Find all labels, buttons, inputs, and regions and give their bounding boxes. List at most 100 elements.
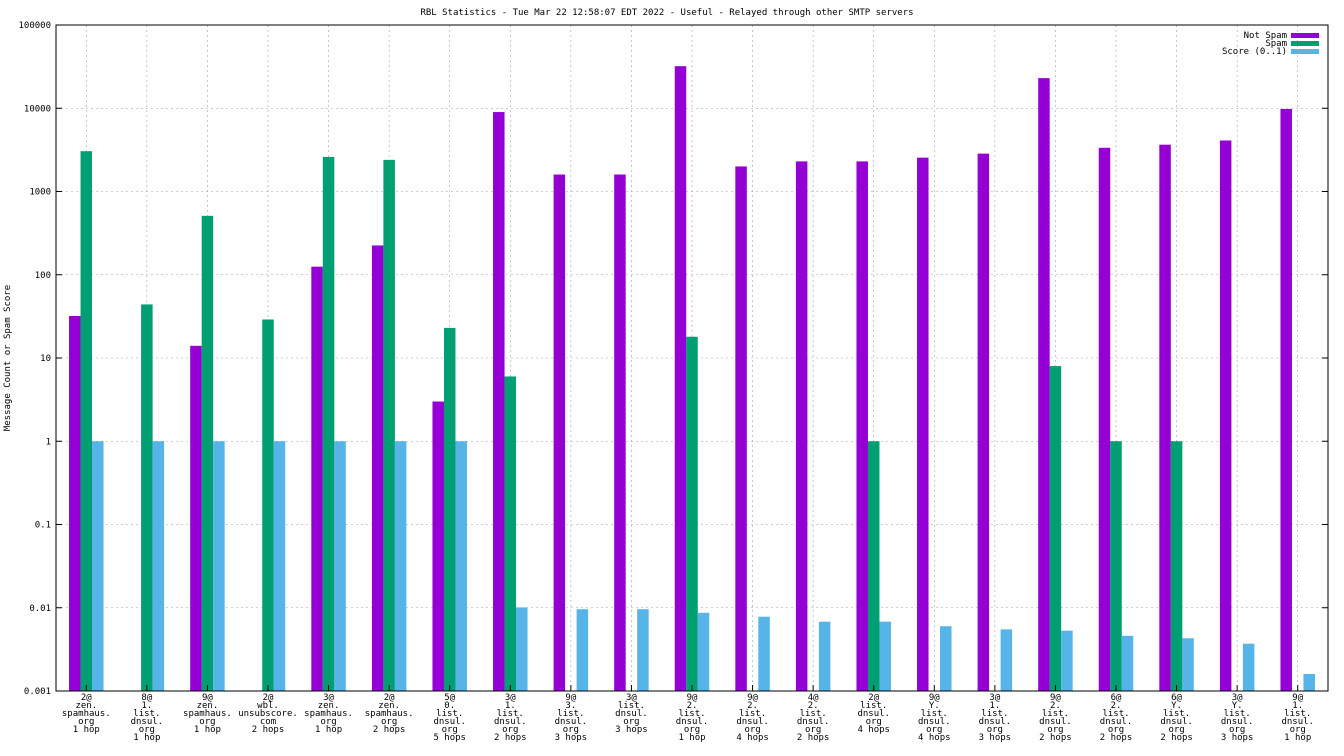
x-tick-label-line: 9@ [565, 693, 576, 703]
bar-score-0-1 [818, 621, 831, 691]
x-tick-label-line: 2 hops [252, 725, 285, 735]
x-tick-label-line: list. [557, 709, 584, 719]
x-tick-label-line: org [320, 717, 336, 727]
x-tick-label-line: list. [800, 709, 827, 719]
x-tick-label-line: org [684, 725, 700, 735]
y-tick-label: 1 [46, 437, 51, 447]
x-tick-label: 9@ Y. list. dnsul. org 4 hops [918, 693, 951, 743]
x-tick-label-line: 2@ [868, 693, 879, 703]
x-tick-label-line: 3@ [626, 693, 637, 703]
y-tick-label: 1000 [29, 188, 51, 198]
x-tick-label-line: spamhaus. [183, 709, 232, 719]
x-tick-label-line: Y. [1232, 701, 1243, 711]
bar-not-spam [553, 174, 566, 691]
x-tick-label: 2@ zen. spamhaus. org 2 hops [365, 693, 414, 735]
bar-score-0-1 [1061, 630, 1073, 691]
x-tick-label: 5@ 0. list. dnsul. org 5 hops [433, 693, 466, 743]
bar-not-spam [69, 315, 81, 691]
bar-spam [686, 336, 698, 691]
x-tick-label-line: list. [1163, 709, 1190, 719]
x-tick-label-line: 3 hops [1221, 733, 1254, 743]
x-tick-label-line: org [1229, 725, 1245, 735]
x-tick-label: 8@ 1. list. dnsul. org 1 hop [131, 693, 164, 743]
x-tick-label-line: 3@ [989, 693, 1000, 703]
bar-score-0-1 [1000, 629, 1013, 691]
bar-score-0-1 [334, 441, 346, 691]
bar-score-0-1 [1121, 635, 1134, 691]
x-tick-label-line: org [563, 725, 579, 735]
x-tick-label-line: zen. [378, 701, 400, 711]
bar-not-spam [1159, 144, 1171, 692]
bars [69, 66, 1315, 692]
bar-not-spam [917, 157, 929, 692]
x-tick-label-line: dnsul. [979, 717, 1012, 727]
y-tick-label: 10 [40, 354, 51, 364]
bar-not-spam [674, 66, 687, 691]
x-tick-label-line: dnsul. [918, 717, 951, 727]
x-tick-label-line: 2 hops [1039, 733, 1072, 743]
x-tick-label: 9@ 2. list. dnsul. org 1 hop [676, 693, 709, 743]
bar-not-spam [1280, 108, 1292, 692]
x-tick-label: 2@ zen. spamhaus. org 1 hop [62, 693, 111, 735]
x-tick-label-line: 9@ [929, 693, 940, 703]
bar-score-0-1 [455, 441, 467, 691]
x-tick-label-line: list. [678, 709, 705, 719]
x-tick-label-line: org [987, 725, 1003, 735]
bar-spam [504, 376, 517, 691]
bar-not-spam [795, 161, 808, 691]
bar-spam [1049, 366, 1062, 691]
x-tick-label-line: list. [1224, 709, 1251, 719]
x-tick-label-line: list. [618, 701, 645, 711]
x-tick-label-line: 2 hops [494, 733, 527, 743]
bar-not-spam [614, 174, 626, 691]
x-tick-label-line: 5@ [444, 693, 455, 703]
x-tick-label: 3@ Y. list. dnsul. org 3 hops [1221, 693, 1254, 743]
bar-not-spam [1219, 140, 1232, 692]
x-tick-label-line: org [1047, 725, 1063, 735]
x-tick-label-line: dnsul. [797, 717, 830, 727]
x-tick-label: 6@ Y. list. dnsul. org 2 hops [1160, 693, 1193, 743]
x-tick-label-line: 9@ [747, 693, 758, 703]
x-tick-label-line: list. [133, 709, 160, 719]
x-tick-label-line: dnsul. [736, 717, 769, 727]
x-tick-label-line: 0. [444, 701, 455, 711]
x-tick-label-line: list. [921, 709, 948, 719]
x-tick-label-line: org [744, 725, 760, 735]
x-tick-label-line: 4 hops [857, 725, 890, 735]
x-tick-label-line: dnsul. [555, 717, 588, 727]
x-tick-label-line: 3 hops [555, 733, 588, 743]
x-tick-label-line: org [623, 717, 639, 727]
x-tick-label-line: zen. [318, 701, 340, 711]
x-tick-label: 9@ zen. spamhaus. org 1 hop [183, 693, 232, 735]
x-tick-label-line: org [1108, 725, 1124, 735]
legend-swatch [1291, 41, 1319, 46]
bar-not-spam [856, 161, 868, 691]
y-tick-label: 0.1 [35, 521, 51, 531]
x-tick-label: 3@ zen. spamhaus. org 1 hop [304, 693, 353, 735]
bar-score-0-1 [576, 609, 589, 691]
bar-score-0-1 [1182, 638, 1194, 691]
bar-score-0-1 [213, 441, 225, 691]
x-tick-label-line: 2. [1111, 701, 1122, 711]
x-tick-label-line: org [1168, 725, 1184, 735]
x-tick-label: 9@ 1. list. dnsul. org 1 hop [1281, 693, 1314, 743]
y-axis-label: Message Count or Spam Score [3, 285, 13, 431]
x-tick-label-line: list. [497, 709, 524, 719]
x-tick-label-line: list. [436, 709, 463, 719]
x-tick-label-line: zen. [75, 701, 97, 711]
x-tick-label-line: list. [860, 701, 887, 711]
x-tick-label-line: 3. [565, 701, 576, 711]
legend-label: Spam [1265, 39, 1287, 49]
x-tick-label-line: org [78, 717, 94, 727]
bar-spam [443, 327, 456, 691]
x-tick-label-line: spamhaus. [62, 709, 111, 719]
bar-score-0-1 [637, 609, 649, 691]
x-tick-label-line: dnsul. [1160, 717, 1193, 727]
x-tick-label-line: org [139, 725, 155, 735]
bar-not-spam [432, 401, 444, 691]
legend-label: Not Spam [1244, 31, 1287, 41]
bar-not-spam [1038, 78, 1050, 691]
x-tick-label-line: org [502, 725, 518, 735]
